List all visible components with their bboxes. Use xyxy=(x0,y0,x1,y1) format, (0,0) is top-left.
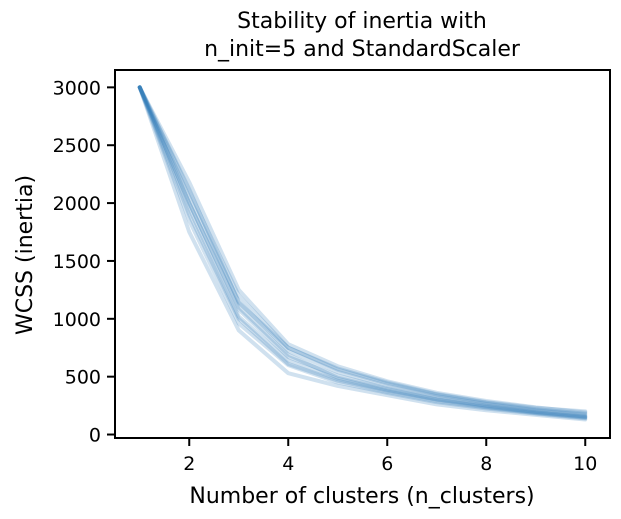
x-tick-label: 10 xyxy=(573,453,597,475)
chart-title-line-1: Stability of inertia with xyxy=(237,9,487,34)
x-axis-label: Number of clusters (n_clusters) xyxy=(189,484,534,509)
plot-frame xyxy=(114,69,611,439)
x-tick-label: 8 xyxy=(480,453,492,475)
series-line-8 xyxy=(137,85,588,419)
x-tick-label: 2 xyxy=(183,453,195,475)
y-tick-label: 1500 xyxy=(53,251,101,273)
y-axis-label: WCSS (inertia) xyxy=(13,175,38,335)
y-tick-label: 1000 xyxy=(53,309,101,331)
chart-title-line-2: n_init=5 and StandardScaler xyxy=(204,37,521,62)
series-line-9 xyxy=(137,85,588,420)
series-line-6 xyxy=(137,85,588,416)
series-layer xyxy=(137,85,588,422)
series-line-5 xyxy=(137,85,588,417)
y-tick-label: 3000 xyxy=(53,77,101,99)
x-tick-label: 6 xyxy=(381,453,393,475)
series-line-7 xyxy=(137,85,588,415)
y-tick-label: 2500 xyxy=(53,135,101,157)
series-line-10 xyxy=(137,85,588,414)
x-tick-label: 4 xyxy=(282,453,294,475)
series-line-1 xyxy=(137,85,588,422)
y-tick-label: 500 xyxy=(65,367,101,389)
series-line-2 xyxy=(137,85,588,421)
x-axis: 2 4 6 8 10 xyxy=(183,438,597,475)
y-tick-label: 0 xyxy=(89,425,101,447)
y-axis: 0 500 1000 1500 2000 2500 3000 xyxy=(53,77,115,447)
series-line-3 xyxy=(137,85,588,420)
y-tick-label: 2000 xyxy=(53,193,101,215)
series-line-4 xyxy=(137,85,588,419)
